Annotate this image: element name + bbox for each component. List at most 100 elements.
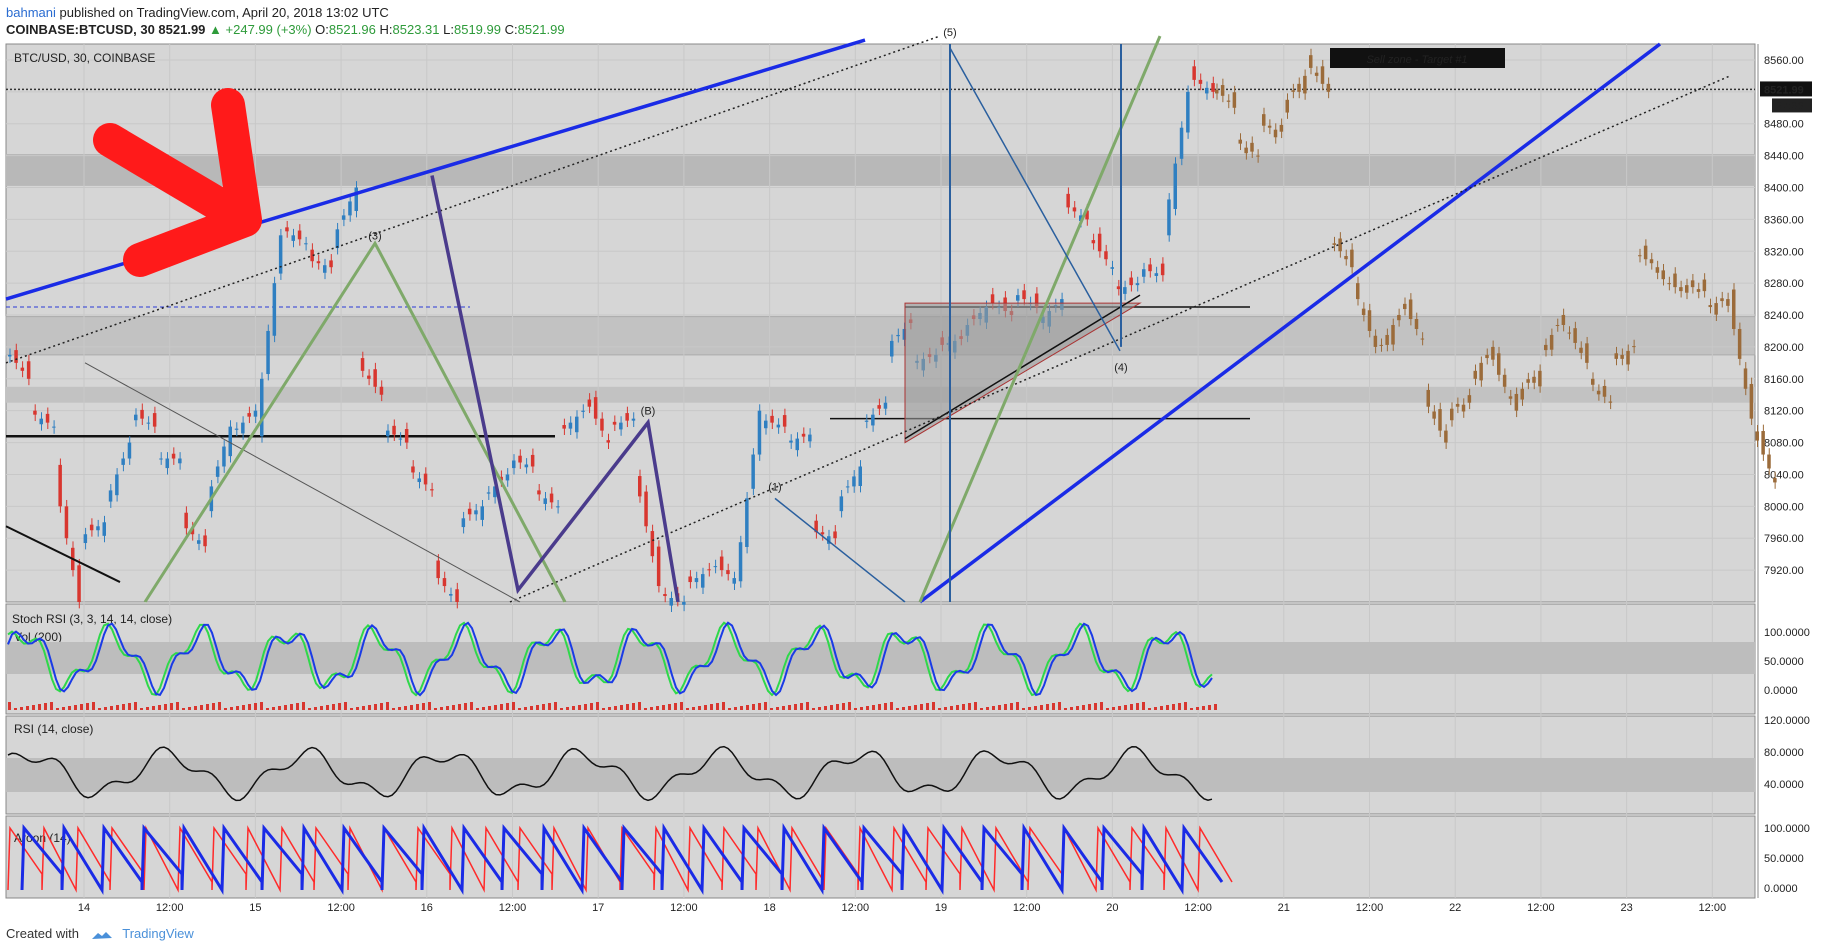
volume-bar	[8, 702, 11, 710]
open-label: O:	[315, 22, 329, 37]
price-candle	[304, 243, 308, 245]
price-candle	[789, 440, 793, 443]
price-candle	[323, 265, 327, 273]
price-candle	[1123, 287, 1127, 294]
volume-bar	[110, 706, 113, 710]
volume-bar	[1202, 706, 1205, 710]
volume-bar	[500, 704, 503, 710]
price-candle	[530, 454, 535, 467]
price-candle	[335, 229, 340, 249]
price-candle	[638, 476, 642, 497]
volume-bar	[980, 708, 983, 710]
projection-candle	[1685, 285, 1689, 293]
rsi-tick-label: 80.0000	[1764, 747, 1804, 759]
volume-bar	[812, 708, 815, 710]
price-candle	[260, 378, 264, 437]
price-tick-label: 8240.00	[1764, 310, 1804, 322]
projection-candle	[1737, 328, 1742, 359]
price-candle	[619, 422, 623, 430]
projection-candle	[1438, 409, 1442, 431]
projection-candle	[1461, 404, 1466, 412]
volume-bar	[308, 708, 311, 710]
volume-bar	[380, 703, 383, 710]
time-tick-label: 12:00	[1013, 902, 1041, 914]
price-candle	[764, 420, 768, 429]
volume-bar	[344, 702, 347, 710]
price-candle	[902, 328, 907, 340]
projection-candle	[1285, 99, 1289, 113]
volume-bar	[1058, 702, 1061, 710]
volume-bar	[962, 704, 965, 710]
aroon-tick-label: 50.0000	[1764, 853, 1804, 865]
tradingview-link[interactable]: TradingView	[122, 926, 194, 941]
projection-candle	[1673, 273, 1677, 288]
volume-bar	[836, 704, 839, 710]
volume-bar	[1040, 705, 1043, 710]
time-tick-label: 14	[78, 902, 90, 914]
projection-candle	[1391, 324, 1395, 345]
volume-bar	[1214, 704, 1217, 710]
volume-bar	[200, 705, 203, 710]
price-candle	[247, 413, 251, 417]
price-candle	[1167, 199, 1171, 236]
price-tick-label: 8440.00	[1764, 151, 1804, 163]
volume-bar	[98, 708, 101, 710]
aroon-down-line	[7, 825, 1233, 893]
projection-candle	[1467, 395, 1472, 403]
price-candle	[890, 340, 894, 357]
price-candle	[688, 576, 692, 583]
resistance-zone	[6, 154, 1755, 186]
price-candle	[417, 478, 421, 483]
author-link[interactable]: bahmani	[6, 5, 56, 20]
volume-bar	[158, 705, 161, 710]
time-tick-label: 23	[1620, 902, 1632, 914]
volume-bar	[1166, 705, 1169, 710]
volume-bar	[968, 703, 971, 710]
price-tick-label: 8560.00	[1764, 55, 1804, 67]
volume-bar	[698, 706, 701, 710]
volume-bar	[662, 705, 665, 710]
volume-bar	[266, 708, 269, 710]
price-candle	[512, 460, 516, 469]
price-candle	[808, 434, 812, 442]
volume-bar	[938, 708, 941, 710]
price-candle	[253, 410, 258, 417]
volume-bar	[452, 705, 455, 710]
volume-bar	[296, 703, 299, 710]
aroon-up-line	[20, 822, 1224, 896]
price-candle	[745, 498, 749, 547]
aroon-pane	[5, 815, 1756, 899]
price-candle	[871, 414, 875, 426]
price-candle	[1135, 283, 1140, 286]
volume-bar	[656, 706, 659, 710]
price-candle	[1016, 295, 1020, 301]
wave-line	[949, 47, 1121, 352]
volume-bar	[986, 707, 989, 710]
price-candle	[197, 540, 201, 544]
time-tick-label: 12:00	[842, 902, 870, 914]
projection-candle	[1591, 378, 1595, 385]
price-candle	[171, 453, 176, 459]
low-value: 8519.99	[453, 22, 501, 37]
projection-candle	[1215, 89, 1219, 94]
volume-bar	[1028, 707, 1031, 710]
projection-candle	[1297, 83, 1301, 92]
price-candle	[354, 187, 358, 212]
price-candle	[1116, 286, 1121, 290]
price-candle	[669, 598, 673, 606]
projection-candle	[1326, 83, 1331, 92]
price-candle	[115, 474, 119, 496]
volume-bar	[176, 702, 179, 710]
projection-candle	[1755, 431, 1759, 441]
volume-bar	[794, 704, 797, 710]
projection-candle	[1373, 335, 1378, 347]
volume-bar	[1034, 706, 1037, 710]
price-candle	[663, 594, 667, 597]
volume-bar	[896, 708, 899, 710]
projection-candle	[1220, 85, 1225, 96]
price-candle	[883, 402, 888, 409]
stoch-tick-label: 0.0000	[1764, 685, 1798, 697]
projection-candle	[1567, 332, 1571, 334]
volume-bar	[260, 702, 263, 710]
